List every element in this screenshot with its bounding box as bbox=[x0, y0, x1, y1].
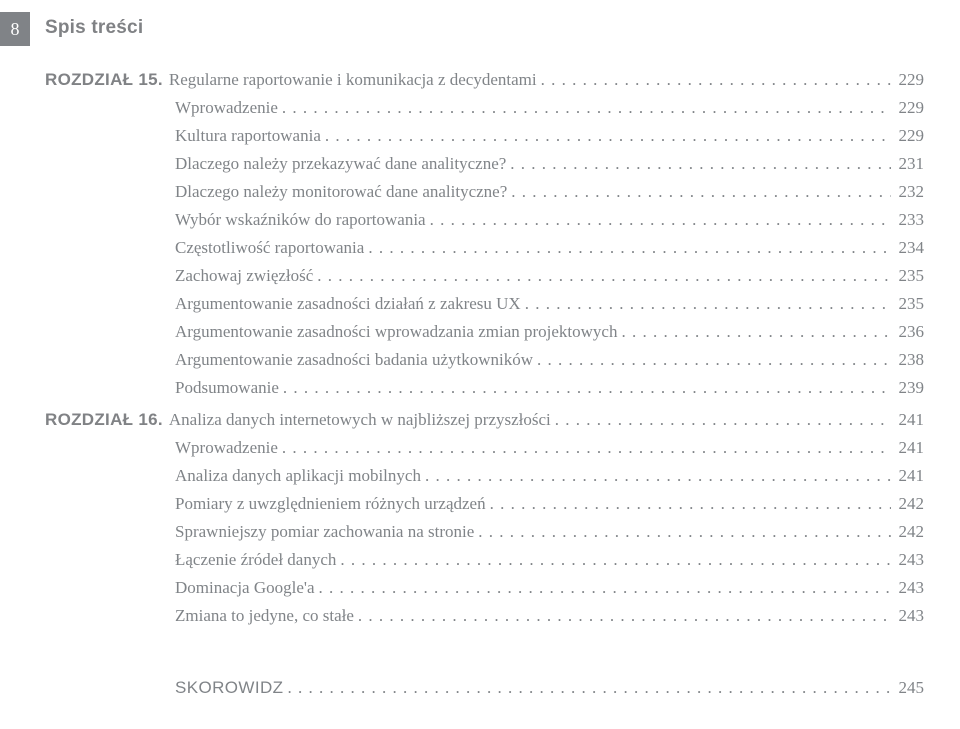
entry-title: Pomiary z uwzględnieniem różnych urządze… bbox=[175, 490, 486, 518]
entry-page: 229 bbox=[899, 94, 925, 122]
entry-page: 229 bbox=[899, 122, 925, 150]
toc-entry: Podsumowanie 239 bbox=[175, 374, 924, 402]
chapter-entries: Wprowadzenie 229 Kultura raportowania 229 Dl… bbox=[175, 94, 924, 402]
page-number: 8 bbox=[11, 19, 20, 40]
toc-entry: Kultura raportowania 229 bbox=[175, 122, 924, 150]
entry-page: 234 bbox=[899, 234, 925, 262]
dot-leaders bbox=[358, 602, 891, 630]
dot-leaders bbox=[490, 490, 891, 518]
entry-page: 235 bbox=[899, 262, 925, 290]
chapter-entries: Wprowadzenie241Analiza danych aplikacji … bbox=[175, 434, 924, 630]
entry-title: Dlaczego należy przekazywać dane anality… bbox=[175, 150, 506, 178]
chapter-label: ROZDZIAŁ 15. bbox=[45, 70, 163, 90]
entry-title: Wprowadzenie bbox=[175, 94, 278, 122]
entry-page: 243 bbox=[899, 574, 925, 602]
dot-leaders bbox=[621, 318, 890, 346]
chapter-title-line: Regularne raportowanie i komunikacja z d… bbox=[169, 70, 924, 90]
entry-title: Łączenie źródeł danych bbox=[175, 546, 336, 574]
toc-entry: Argumentowanie zasadności wprowadzania z… bbox=[175, 318, 924, 346]
toc-entry: Wybór wskaźników do raportowania 233 bbox=[175, 206, 924, 234]
entry-title: Kultura raportowania bbox=[175, 122, 321, 150]
dot-leaders bbox=[555, 410, 891, 430]
entry-title: Podsumowanie bbox=[175, 374, 279, 402]
chapter-head: ROZDZIAŁ 15. Regularne raportowanie i kom… bbox=[45, 70, 924, 90]
dot-leaders bbox=[430, 206, 891, 234]
dot-leaders bbox=[287, 678, 894, 698]
entry-page: 233 bbox=[899, 206, 925, 234]
dot-leaders bbox=[368, 234, 890, 262]
entry-title: Argumentowanie zasadności działań z zakr… bbox=[175, 290, 521, 318]
toc-entry: Częstotliwość raportowania 234 bbox=[175, 234, 924, 262]
entry-title: Dominacja Google'a bbox=[175, 574, 315, 602]
entry-page: 241 bbox=[899, 434, 925, 462]
dot-leaders bbox=[319, 574, 891, 602]
dot-leaders bbox=[541, 70, 891, 90]
entry-page: 232 bbox=[899, 178, 925, 206]
dot-leaders bbox=[283, 374, 891, 402]
dot-leaders bbox=[525, 290, 891, 318]
chapter-block: ROZDZIAŁ 16. Analiza danych internetowych… bbox=[45, 410, 924, 630]
entry-title: Częstotliwość raportowania bbox=[175, 234, 364, 262]
dot-leaders bbox=[510, 150, 890, 178]
entry-title: Wprowadzenie bbox=[175, 434, 278, 462]
toc-entry: Analiza danych aplikacji mobilnych 241 bbox=[175, 462, 924, 490]
entry-title: Argumentowanie zasadności badania użytko… bbox=[175, 346, 533, 374]
toc-entry: Argumentowanie zasadności działań z zakr… bbox=[175, 290, 924, 318]
entry-page: 231 bbox=[899, 150, 925, 178]
chapter-title-line: Analiza danych internetowych w najbliższ… bbox=[169, 410, 924, 430]
entry-title: Wybór wskaźników do raportowania bbox=[175, 206, 426, 234]
dot-leaders bbox=[478, 518, 890, 546]
toc-entry: Wprowadzenie 229 bbox=[175, 94, 924, 122]
running-header: Spis treści bbox=[45, 17, 143, 39]
index-page: 245 bbox=[899, 678, 925, 698]
toc-entry: Sprawniejszy pomiar zachowania na stroni… bbox=[175, 518, 924, 546]
toc-entry: Dominacja Google'a 243 bbox=[175, 574, 924, 602]
entry-title: Sprawniejszy pomiar zachowania na stroni… bbox=[175, 518, 474, 546]
entry-page: 235 bbox=[899, 290, 925, 318]
entry-page: 243 bbox=[899, 602, 925, 630]
dot-leaders bbox=[511, 178, 890, 206]
toc-entry: Wprowadzenie 241 bbox=[175, 434, 924, 462]
toc-content: ROZDZIAŁ 15. Regularne raportowanie i kom… bbox=[45, 70, 924, 698]
dot-leaders bbox=[282, 434, 891, 462]
index-label: SKOROWIDZ bbox=[175, 678, 283, 698]
toc-entry: Argumentowanie zasadności badania użytko… bbox=[175, 346, 924, 374]
dot-leaders bbox=[537, 346, 890, 374]
chapter-block: ROZDZIAŁ 15. Regularne raportowanie i kom… bbox=[45, 70, 924, 402]
page-number-box: 8 bbox=[0, 12, 30, 46]
chapter-page: 241 bbox=[899, 410, 925, 430]
entry-page: 241 bbox=[899, 462, 925, 490]
chapter-head: ROZDZIAŁ 16. Analiza danych internetowych… bbox=[45, 410, 924, 430]
toc-entry: Łączenie źródeł danych 243 bbox=[175, 546, 924, 574]
dot-leaders bbox=[325, 122, 891, 150]
index-row: SKOROWIDZ 245 bbox=[175, 678, 924, 698]
dot-leaders bbox=[425, 462, 891, 490]
toc-entry: Pomiary z uwzględnieniem różnych urządze… bbox=[175, 490, 924, 518]
toc-entry: Zachowaj zwięzłość 235 bbox=[175, 262, 924, 290]
dot-leaders bbox=[282, 94, 891, 122]
entry-title: Zmiana to jedyne, co stałe bbox=[175, 602, 354, 630]
chapter-label: ROZDZIAŁ 16. bbox=[45, 410, 163, 430]
entry-title: Argumentowanie zasadności wprowadzania z… bbox=[175, 318, 617, 346]
dot-leaders bbox=[317, 262, 890, 290]
entry-page: 242 bbox=[899, 490, 925, 518]
entry-page: 236 bbox=[899, 318, 925, 346]
entry-page: 243 bbox=[899, 546, 925, 574]
entry-page: 239 bbox=[899, 374, 925, 402]
chapter-title: Regularne raportowanie i komunikacja z d… bbox=[169, 70, 537, 90]
chapter-page: 229 bbox=[899, 70, 925, 90]
entry-title: Dlaczego należy monitorować dane anality… bbox=[175, 178, 507, 206]
entry-title: Analiza danych aplikacji mobilnych bbox=[175, 462, 421, 490]
entry-page: 242 bbox=[899, 518, 925, 546]
toc-entry: Zmiana to jedyne, co stałe 243 bbox=[175, 602, 924, 630]
entry-page: 238 bbox=[899, 346, 925, 374]
toc-entry: Dlaczego należy monitorować dane anality… bbox=[175, 178, 924, 206]
toc-entry: Dlaczego należy przekazywać dane anality… bbox=[175, 150, 924, 178]
entry-title: Zachowaj zwięzłość bbox=[175, 262, 313, 290]
chapter-title: Analiza danych internetowych w najbliższ… bbox=[169, 410, 551, 430]
dot-leaders bbox=[340, 546, 890, 574]
